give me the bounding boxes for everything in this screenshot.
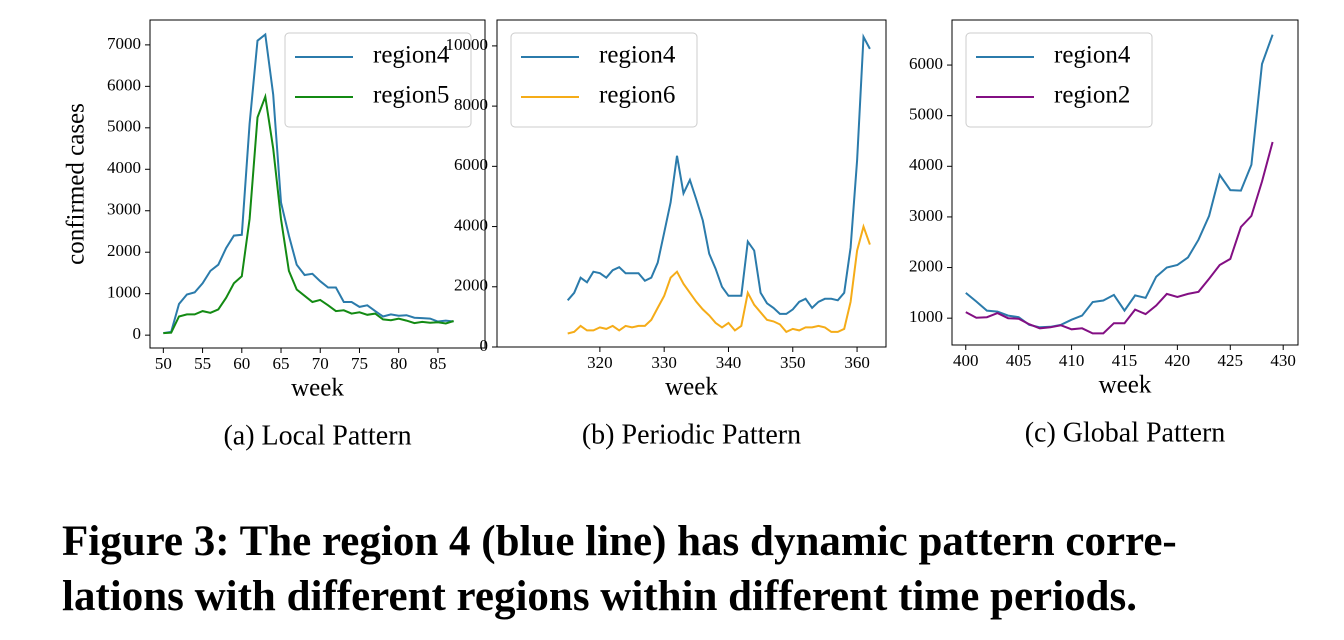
x-tick-label: 430 [1270, 351, 1296, 370]
y-tick-label: 8000 [454, 95, 488, 114]
legend-label: region6 [599, 82, 675, 109]
x-tick-label: 410 [1059, 351, 1085, 370]
y-tick-label: 5000 [909, 105, 943, 124]
y-tick-label: 4000 [454, 215, 488, 234]
y-tick-label: 6000 [107, 75, 141, 94]
subplot-caption: (c) Global Pattern [1025, 417, 1226, 448]
y-tick-label: 0 [133, 324, 142, 343]
y-tick-label: 4000 [909, 155, 943, 174]
x-axis-label: week [291, 375, 344, 402]
x-tick-label: 330 [651, 353, 677, 372]
x-tick-label: 405 [1006, 351, 1032, 370]
y-tick-label: 5000 [107, 117, 141, 136]
data-line [567, 223, 871, 335]
data-line [163, 32, 454, 335]
y-axis-label: confirmed cases [63, 103, 90, 265]
y-tick-label: 2000 [909, 256, 943, 275]
y-tick-label: 7000 [107, 34, 141, 53]
x-tick-label: 340 [716, 353, 742, 372]
y-tick-label: 0 [480, 336, 489, 355]
x-tick-label: 415 [1112, 351, 1138, 370]
x-tick-label: 400 [953, 351, 979, 370]
x-tick-label: 85 [429, 354, 446, 373]
caption-line: lations with different regions within di… [62, 573, 1137, 620]
x-axis-label: week [665, 374, 718, 401]
legend-label: region4 [1054, 42, 1131, 69]
y-tick-label: 1000 [909, 307, 943, 326]
y-tick-label: 10000 [446, 35, 489, 54]
x-tick-label: 425 [1218, 351, 1244, 370]
y-tick-label: 4000 [107, 158, 141, 177]
plot-frame [149, 19, 486, 349]
x-tick-label: 75 [351, 354, 368, 373]
legend-label: region4 [599, 42, 676, 69]
x-tick-label: 320 [587, 353, 613, 372]
y-tick-label: 2000 [107, 241, 141, 260]
y-tick-label: 2000 [454, 276, 488, 295]
subplot-caption: (b) Periodic Pattern [582, 419, 801, 450]
x-tick-label: 420 [1165, 351, 1191, 370]
x-tick-label: 65 [273, 354, 290, 373]
x-tick-label: 360 [844, 353, 870, 372]
subplot-caption: (a) Local Pattern [223, 420, 411, 451]
legend-label: region2 [1054, 82, 1130, 109]
y-tick-label: 1000 [107, 283, 141, 302]
x-tick-label: 70 [312, 354, 329, 373]
legend-label: region5 [373, 82, 449, 109]
legend-label: region4 [373, 42, 450, 69]
x-tick-label: 50 [155, 354, 172, 373]
y-tick-label: 6000 [454, 155, 488, 174]
x-tick-label: 350 [780, 353, 806, 372]
x-tick-label: 80 [390, 354, 407, 373]
data-line [965, 141, 1274, 335]
y-tick-label: 3000 [107, 200, 141, 219]
x-tick-label: 55 [194, 354, 211, 373]
y-tick-label: 6000 [909, 54, 943, 73]
plot-frame [496, 19, 887, 348]
caption-line: Figure 3: The region 4 (blue line) has d… [62, 518, 1177, 565]
data-line [163, 92, 454, 335]
y-tick-label: 3000 [909, 206, 943, 225]
data-line [566, 33, 871, 315]
plot-frame [951, 19, 1299, 346]
x-axis-label: week [1099, 372, 1152, 399]
x-tick-label: 60 [233, 354, 250, 373]
data-line [965, 34, 1274, 329]
